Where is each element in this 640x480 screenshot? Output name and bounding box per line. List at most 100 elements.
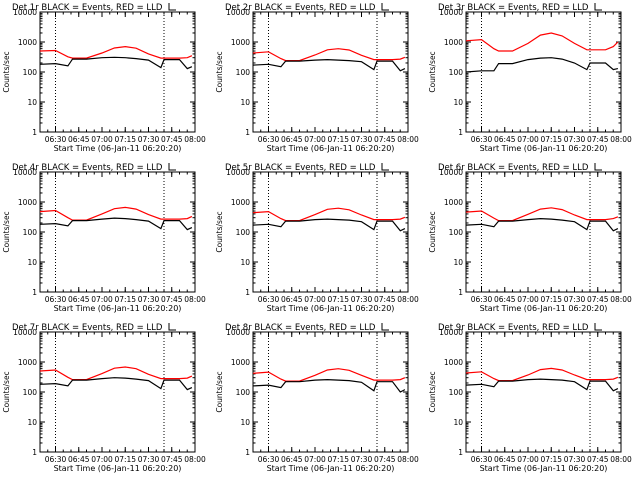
x-tick-label: 07:00 (304, 295, 326, 304)
x-tick-label: 06:45 (68, 135, 90, 144)
x-axis-label: Start Time (06-Jan-11 06:20:20) (267, 304, 395, 313)
x-tick-label: 07:30 (351, 455, 373, 464)
y-tick-label: 100 (236, 388, 251, 397)
x-tick-label: 07:30 (564, 295, 586, 304)
y-tick-label: 10 (27, 258, 37, 267)
x-tick-label: 07:15 (540, 135, 562, 144)
y-axis-label: Counts/sec (2, 371, 11, 412)
x-tick-label: 06:45 (281, 295, 303, 304)
x-tick-label: 07:30 (564, 135, 586, 144)
x-axis-label: Start Time (06-Jan-11 06:20:20) (54, 304, 182, 313)
y-tick-label: 1 (245, 288, 250, 297)
x-tick-label: 07:15 (114, 295, 136, 304)
chart-panel-3: Det 3r BLACK = Events, RED = LLD Counts/s… (428, 3, 632, 153)
series-line-events (252, 218, 406, 232)
y-tick-label: 1 (32, 448, 37, 457)
y-tick-label: 10 (453, 418, 463, 427)
chart-title: Det 7r BLACK = Events, RED = LLD (12, 323, 163, 333)
y-tick-label: 10000 (439, 328, 463, 337)
x-axis-label: Start Time (06-Jan-11 06:20:20) (267, 464, 395, 473)
x-tick-label: 07:00 (517, 455, 539, 464)
y-tick-label: 1 (245, 448, 250, 457)
y-tick-label: 10000 (226, 8, 250, 17)
y-tick-label: 1000 (444, 198, 463, 207)
x-axis-label: Start Time (06-Jan-11 06:20:20) (480, 144, 608, 153)
title-marker (168, 163, 176, 171)
x-tick-label: 07:15 (540, 455, 562, 464)
x-tick-label: 07:15 (327, 295, 349, 304)
chart-panel-4: Det 4r BLACK = Events, RED = LLD Counts/s… (2, 163, 206, 313)
x-tick-label: 07:00 (517, 295, 539, 304)
series-line-events (39, 56, 193, 70)
chart-title: Det 6r BLACK = Events, RED = LLD (438, 163, 589, 173)
x-tick-label: 08:00 (184, 135, 206, 144)
x-tick-label: 06:30 (258, 455, 280, 464)
series-line-lld (39, 45, 193, 59)
x-tick-label: 07:45 (374, 295, 396, 304)
y-tick-label: 1000 (18, 198, 37, 207)
chart-panel-7: Det 7r BLACK = Events, RED = LLD Counts/s… (2, 323, 206, 473)
x-tick-label: 07:45 (587, 295, 609, 304)
title-marker (594, 3, 602, 11)
x-tick-label: 07:00 (304, 455, 326, 464)
title-marker (594, 323, 602, 331)
x-tick-label: 06:30 (471, 295, 493, 304)
y-tick-label: 1 (245, 128, 250, 137)
x-tick-label: 06:45 (68, 295, 90, 304)
plot-frame (39, 11, 196, 133)
y-tick-label: 1000 (444, 358, 463, 367)
plot-frame (252, 331, 409, 453)
y-tick-label: 100 (449, 388, 464, 397)
y-tick-label: 1000 (18, 38, 37, 47)
title-marker (381, 323, 389, 331)
x-tick-label: 06:45 (494, 135, 516, 144)
y-tick-label: 10 (27, 418, 37, 427)
series-line-lld (465, 32, 619, 52)
plot-frame (465, 331, 622, 453)
x-tick-label: 06:30 (258, 295, 280, 304)
x-tick-label: 07:15 (327, 455, 349, 464)
x-tick-label: 08:00 (184, 295, 206, 304)
x-tick-label: 07:30 (138, 455, 160, 464)
x-tick-label: 08:00 (397, 135, 419, 144)
y-tick-label: 10000 (13, 168, 37, 177)
x-tick-label: 07:45 (374, 455, 396, 464)
chart-title: Det 2r BLACK = Events, RED = LLD (225, 3, 376, 13)
x-tick-label: 07:45 (374, 135, 396, 144)
y-tick-label: 10000 (439, 168, 463, 177)
y-axis-label: Counts/sec (428, 371, 437, 412)
series-line-events (39, 377, 193, 391)
x-tick-label: 08:00 (397, 295, 419, 304)
x-tick-label: 07:45 (161, 135, 183, 144)
x-tick-label: 06:30 (45, 455, 67, 464)
chart-title: Det 5r BLACK = Events, RED = LLD (225, 163, 376, 173)
plot-frame (465, 171, 622, 293)
x-tick-label: 06:45 (68, 455, 90, 464)
x-tick-label: 08:00 (184, 455, 206, 464)
y-tick-label: 1 (458, 128, 463, 137)
x-tick-label: 07:45 (587, 455, 609, 464)
x-tick-label: 06:30 (45, 135, 67, 144)
x-tick-label: 06:30 (471, 135, 493, 144)
plot-frame (39, 171, 196, 293)
x-tick-label: 08:00 (610, 455, 632, 464)
series-line-events (252, 58, 406, 72)
y-axis-label: Counts/sec (428, 211, 437, 252)
y-tick-label: 10 (453, 98, 463, 107)
y-axis-label: Counts/sec (215, 371, 224, 412)
x-axis-label: Start Time (06-Jan-11 06:20:20) (267, 144, 395, 153)
x-tick-label: 06:30 (258, 135, 280, 144)
y-tick-label: 10 (240, 418, 250, 427)
chart-panel-6: Det 6r BLACK = Events, RED = LLD Counts/s… (428, 163, 632, 313)
y-tick-label: 1000 (18, 358, 37, 367)
y-axis-label: Counts/sec (215, 51, 224, 92)
y-tick-label: 10 (240, 98, 250, 107)
x-axis-label: Start Time (06-Jan-11 06:20:20) (54, 144, 182, 153)
y-tick-label: 1 (32, 128, 37, 137)
series-line-lld (465, 367, 619, 382)
y-tick-label: 1000 (231, 358, 250, 367)
x-tick-label: 06:30 (45, 295, 67, 304)
chart-panel-9: Det 9r BLACK = Events, RED = LLD Counts/s… (428, 323, 632, 473)
plot-frame (39, 331, 196, 453)
